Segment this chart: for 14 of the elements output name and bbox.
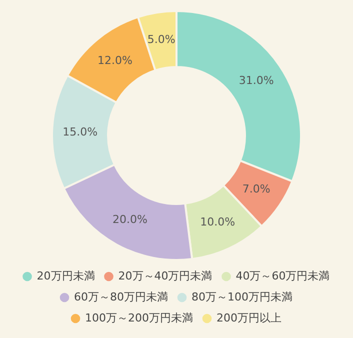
data-label: 7.0% (242, 182, 270, 196)
legend-label: 60万～80万円未満 (74, 290, 168, 304)
data-label: 5.0% (147, 33, 176, 46)
data-label: 31.0% (238, 74, 274, 88)
data-label: 12.0% (98, 54, 132, 68)
legend-label: 20万～40万円未満 (118, 269, 212, 282)
legend-label: 200万円以上 (216, 311, 282, 324)
legend-label: 100万～200万円未満 (85, 311, 194, 324)
data-label: 20.0% (112, 212, 148, 226)
legend-label: 80万～100万円未満 (192, 290, 292, 304)
legend-label: 20万円未満 (36, 269, 95, 282)
data-label: 10.0% (200, 216, 236, 229)
legend-label: 40万～60万円未満 (236, 269, 330, 282)
data-label: 15.0% (62, 125, 98, 138)
